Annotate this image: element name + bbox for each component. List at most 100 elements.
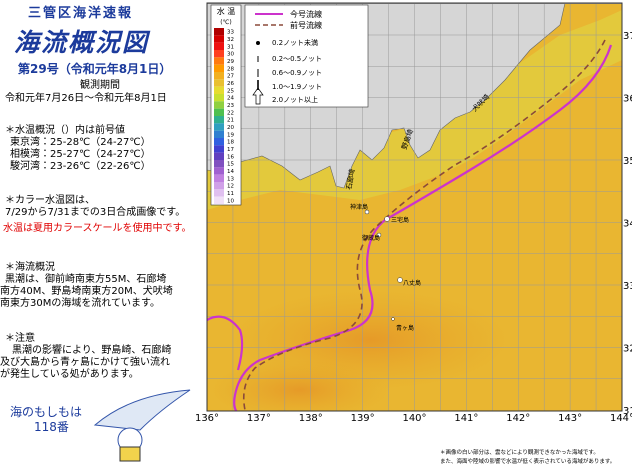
scale-swatch xyxy=(214,167,224,175)
scale-tick: 11 xyxy=(227,191,234,197)
scale-swatch xyxy=(214,174,224,182)
scale-tick: 16 xyxy=(227,154,234,160)
scale-tick: 14 xyxy=(227,169,234,175)
lon-label: 137° xyxy=(247,413,271,424)
place-label: 八丈島 xyxy=(403,279,421,287)
scale-swatch xyxy=(214,79,224,87)
title: 海流概況図 xyxy=(14,28,150,57)
legend-previous: 前号流線 xyxy=(290,20,322,30)
current-line: 南東方30Mの海域を流れています。 xyxy=(0,298,161,309)
scale-tick: 24 xyxy=(227,96,234,102)
temp-row: 東京湾：25-28℃（24-27℃） xyxy=(10,137,151,148)
lat-label: 32 xyxy=(623,344,632,355)
scale-tick: 17 xyxy=(227,147,234,153)
scale-swatch xyxy=(214,138,224,146)
scale-swatch xyxy=(214,72,224,80)
scale-tick: 25 xyxy=(227,88,234,94)
mascot xyxy=(93,389,191,462)
place-label: 神津島 xyxy=(350,203,368,211)
scale-swatch xyxy=(214,182,224,190)
lon-label: 140° xyxy=(402,413,426,424)
previous-path xyxy=(242,39,606,411)
scale-swatch xyxy=(214,116,224,124)
island-labels: 神津島 三宅島 御蔵島 八丈島 青ヶ島 xyxy=(350,203,421,332)
lat-label: 35 xyxy=(623,156,632,167)
footnote-line: また、海面や陸域の影響で水温が低く表示されている海域があります。 xyxy=(440,457,615,465)
footnote: ＊画像の白い部分は、雲などにより観測できなかった海域です。 また、海面や陸域の影… xyxy=(440,448,615,465)
lat-label: 37 xyxy=(623,31,632,42)
place-label: 御蔵島 xyxy=(362,234,380,242)
warm-patch xyxy=(210,360,390,411)
scale-tick: 32 xyxy=(227,37,234,43)
temp-row: 相模湾：25-27℃（24-27℃） xyxy=(10,149,151,160)
arrow-label: 0.6～0.9ノット xyxy=(272,69,322,77)
arrow-label: 0.2～0.5ノット xyxy=(272,55,322,63)
cape-label: 石廊埼 xyxy=(344,168,357,190)
temp-row: 駿河湾：23-26℃（22-26℃） xyxy=(10,161,151,172)
scale-swatch xyxy=(214,35,224,43)
lon-label: 141° xyxy=(454,413,478,424)
legend-box: 今号流線 前号流線 0.2ノット未満 0.2～0.5ノット 0.6～0.9ノット 1.… xyxy=(244,4,369,108)
scale-tick: 26 xyxy=(227,81,234,87)
period-label: 観測期間 xyxy=(80,80,120,91)
period: 令和元年7月26日～令和元年8月1日 xyxy=(5,93,167,104)
scale-tick: 28 xyxy=(227,66,234,72)
lat-label: 33 xyxy=(623,281,632,292)
caution-heading: ＊注意 xyxy=(5,333,35,344)
scale-swatch xyxy=(214,101,224,109)
scale-swatch xyxy=(214,160,224,168)
current-line: 南方40M、野島埼南東方20M、犬吠埼 xyxy=(0,286,173,297)
place-label: 三宅島 xyxy=(391,216,409,224)
scale-swatch xyxy=(214,145,224,153)
scale-tick: 20 xyxy=(227,125,234,131)
lon-label: 138° xyxy=(299,413,323,424)
caution-line: 及び大島から青ヶ島にかけて強い流れ xyxy=(0,357,170,368)
issue: 第29号（令和元年8月1日） xyxy=(18,62,172,76)
lat-label: 36 xyxy=(623,94,632,105)
scale-tick: 31 xyxy=(227,44,234,50)
arrow-label: 0.2ノット未満 xyxy=(272,38,318,47)
scale-swatch xyxy=(214,130,224,138)
scale-swatch xyxy=(214,86,224,94)
scale-tick: 21 xyxy=(227,118,234,124)
mascot-text: 118番 xyxy=(34,420,69,434)
scale-unit: (℃) xyxy=(220,19,231,26)
lon-label: 144° xyxy=(610,413,632,424)
caution-line: が発生している処があります。 xyxy=(0,369,139,380)
place-label: 青ヶ島 xyxy=(396,324,414,332)
lat-label: 34 xyxy=(623,219,632,230)
scale-swatch xyxy=(214,189,224,197)
lon-label: 142° xyxy=(506,413,530,424)
org: 三管区海洋速報 xyxy=(28,6,134,21)
scale-tick: 10 xyxy=(227,198,234,204)
mascot-text: 海のもしもは xyxy=(10,405,83,419)
legend-current: 今号流線 xyxy=(290,9,322,19)
scale-tick: 30 xyxy=(227,52,234,58)
lon-label: 139° xyxy=(351,413,375,424)
lon-label: 136° xyxy=(195,413,219,424)
lat-label: 31 xyxy=(623,406,632,417)
scale-title: 水 温 xyxy=(217,6,236,16)
scale-swatch xyxy=(214,152,224,160)
map-frame xyxy=(206,2,623,412)
scale-swatch xyxy=(214,50,224,58)
current-path xyxy=(207,315,244,371)
scale-swatch xyxy=(214,108,224,116)
lon-label: 143° xyxy=(558,413,582,424)
arrow-label: 1.0～1.9ノット xyxy=(272,83,322,91)
temp-heading: ＊水温概況（）内は前号値 xyxy=(5,125,125,136)
scale-tick: 23 xyxy=(227,103,234,109)
scale-swatch xyxy=(214,196,224,204)
caution-line: 黒潮の影響により、野島崎、石廊崎 xyxy=(12,345,172,356)
arrow-label: 2.0ノット以上 xyxy=(272,95,318,104)
scale-swatch xyxy=(214,123,224,131)
scale-tick: 12 xyxy=(227,184,234,190)
scale-tick: 27 xyxy=(227,74,234,80)
scale-tick: 33 xyxy=(227,30,234,36)
scale-swatch xyxy=(214,64,224,72)
scale-tick: 15 xyxy=(227,162,234,168)
scale-swatch xyxy=(214,28,224,36)
current-line: 黒潮は、御前崎南東方55M、石廊埼 xyxy=(5,274,167,285)
